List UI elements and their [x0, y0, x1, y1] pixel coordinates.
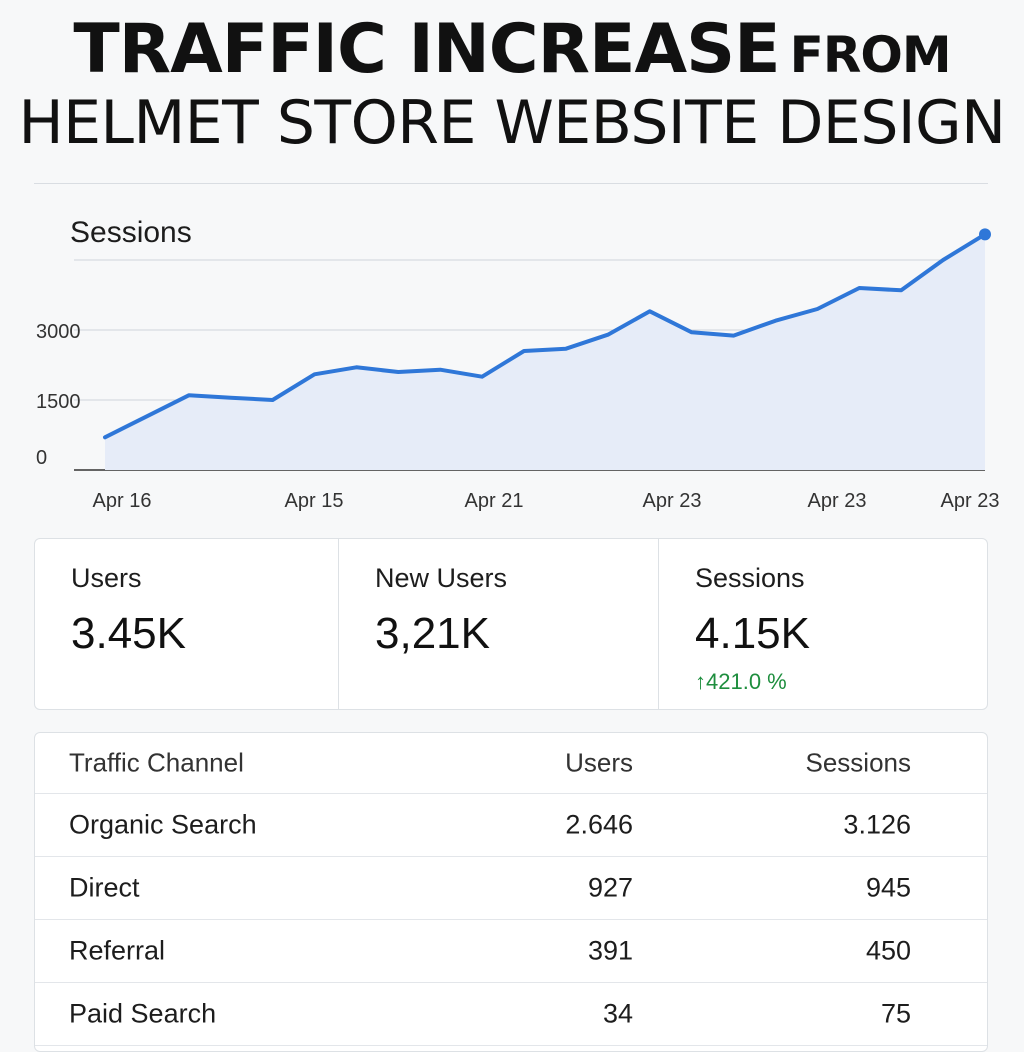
sessions-line — [103, 232, 987, 440]
table-row[interactable]: Paid Search 34 75 — [35, 983, 987, 1046]
traffic-channel-table: Traffic Channel Users Sessions Organic S… — [34, 732, 988, 1052]
column-header-users[interactable]: Users — [565, 747, 633, 778]
stat-label: Sessions — [695, 563, 805, 593]
stat-value: 4.15K — [695, 609, 810, 658]
column-header-sessions[interactable]: Sessions — [805, 747, 912, 778]
stat-change-badge: ↑421.0 % — [695, 669, 787, 694]
stat-card-sessions[interactable]: Sessions 4.15K ↑421.0 % — [658, 539, 987, 709]
cell-users: 2.646 — [565, 809, 633, 840]
y-tick-label: 0 — [36, 447, 47, 469]
cell-sessions: 450 — [865, 935, 911, 966]
cell-users: 927 — [587, 872, 633, 903]
stat-value: 3.45K — [71, 609, 186, 658]
column-header-channel[interactable]: Traffic Channel — [69, 747, 244, 778]
page-title-line-2: HELMET STORE WEBSITE DESIGN — [18, 88, 1006, 158]
cell-channel: Paid Search — [69, 998, 217, 1029]
cell-sessions: 3.126 — [843, 809, 911, 840]
cell-sessions: 75 — [880, 998, 911, 1029]
x-tick-label: Apr 16 — [93, 490, 152, 512]
stat-card-new-users[interactable]: New Users 3,21K — [338, 539, 658, 709]
stat-label: New Users — [375, 563, 508, 593]
x-tick-label: Apr 23 — [808, 490, 867, 512]
cell-users: 34 — [602, 998, 633, 1029]
x-tick-label: Apr 23 — [643, 490, 702, 512]
stat-card-users[interactable]: Users 3.45K — [35, 539, 338, 709]
sessions-chart: Sessions 0 1500 3000 Apr 16 Apr 15 Apr 21 Apr… — [36, 216, 1000, 512]
x-tick-label: Apr 23 — [941, 490, 1000, 512]
cell-users: 391 — [587, 935, 633, 966]
last-data-point[interactable] — [979, 228, 991, 241]
cell-channel: Organic Search — [69, 809, 257, 840]
y-tick-label: 1500 — [36, 391, 81, 413]
table-row[interactable]: Direct 927 945 — [35, 857, 987, 920]
table-header-row: Traffic Channel Users Sessions — [35, 733, 987, 794]
sessions-area — [105, 234, 985, 470]
title-main: TRAFFIC INCREASE — [73, 10, 780, 89]
x-tick-label: Apr 15 — [285, 490, 344, 512]
cell-sessions: 945 — [865, 872, 911, 903]
stat-value: 3,21K — [375, 609, 490, 658]
cell-channel: Referral — [69, 935, 166, 966]
table-row[interactable]: Referral 391 450 — [35, 920, 987, 983]
x-tick-label: Apr 21 — [465, 490, 524, 512]
stats-panel: Users 3.45K New Users 3,21K Sessions 4.1… — [34, 538, 988, 710]
stat-label: Users — [71, 563, 142, 593]
table-row[interactable]: Organic Search 2.646 3.126 — [35, 794, 987, 857]
page-title-line-1: TRAFFIC INCREASE FROM — [0, 10, 1024, 89]
chart-title: Sessions — [70, 216, 192, 249]
y-tick-label: 3000 — [36, 321, 81, 343]
cell-channel: Direct — [69, 872, 140, 903]
title-divider — [34, 183, 988, 184]
title-tail: FROM — [789, 26, 952, 84]
